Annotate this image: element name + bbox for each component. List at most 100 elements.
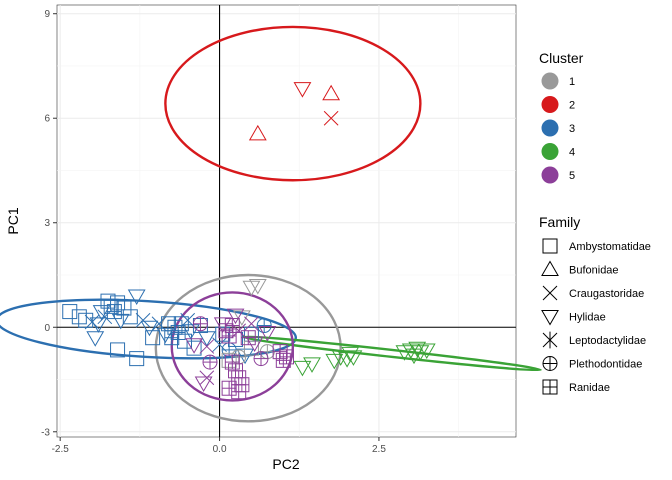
- point-craugastoridae-c5: [199, 339, 215, 354]
- legend-key-triangle-down-icon: [541, 310, 559, 326]
- point-hylidae-c5: [194, 376, 213, 393]
- point-hylidae-c3: [236, 348, 254, 365]
- point-ranidae-c5: [279, 349, 294, 365]
- point-craugastoridae-c5: [244, 316, 259, 332]
- point-ranidae-c3: [106, 304, 122, 320]
- point-hylidae-c5: [226, 308, 245, 325]
- plot-panel: [56, 4, 517, 438]
- point-hylidae-c4: [411, 345, 430, 361]
- point-ambystomatidae-c3: [173, 316, 189, 332]
- legend-label-cluster: 4: [569, 147, 575, 159]
- point-hylidae-c3: [127, 289, 146, 305]
- legend-key-cluster-2: [541, 96, 559, 113]
- point-ambystomatidae-c3: [215, 326, 231, 342]
- point-ranidae-c5: [231, 384, 247, 400]
- legend-label-cluster: 2: [569, 100, 575, 112]
- legend-label-cluster: 5: [569, 170, 575, 182]
- point-ambystomatidae-c3: [129, 351, 145, 367]
- point-ambystomatidae-c3: [100, 293, 116, 309]
- legend: Cluster Family 1 2 3 4 5 Ambystomatidae Bufoni…: [539, 50, 651, 395]
- point-hylidae-c5: [245, 336, 264, 352]
- point-hylidae-c3: [89, 317, 108, 333]
- legend-key-circle-plus-icon: [542, 356, 558, 371]
- legend-label-family: Hylidae: [569, 312, 606, 324]
- y-tick-label: -3: [41, 427, 50, 438]
- legend-key-asterisk-icon: [542, 331, 558, 349]
- point-hylidae-c2: [293, 82, 312, 98]
- point-ambystomatidae-c3: [78, 312, 94, 328]
- point-ambystomatidae-c3: [167, 319, 183, 335]
- point-hylidae-c4: [341, 346, 360, 363]
- point-ambystomatidae-c1: [221, 352, 237, 368]
- point-hylidae-c3: [92, 305, 111, 321]
- legend-title-family: Family: [539, 214, 580, 230]
- point-ranidae-c3: [164, 330, 180, 346]
- point-ambystomatidae-c3: [116, 300, 132, 316]
- legend-key-cluster-4: [541, 143, 559, 160]
- y-tick-label: 9: [44, 9, 50, 20]
- x-axis-title: PC2: [272, 456, 299, 472]
- ellipse-cluster-2: [164, 25, 422, 182]
- legend-key-cluster-5: [541, 166, 559, 184]
- legend-label-family: Ranidae: [569, 382, 610, 394]
- y-tick-label: 3: [44, 218, 50, 229]
- legend-key-triangle-up-icon: [541, 260, 559, 276]
- point-hylidae-c5: [185, 338, 203, 354]
- point-bufonidae-c2: [322, 84, 341, 101]
- legend-key-x-icon: [542, 285, 558, 301]
- x-tick-label: -2.5: [52, 444, 70, 455]
- point-hylidae-c4: [417, 343, 436, 359]
- point-ranidae-c5: [218, 323, 234, 339]
- point-hylidae-c3: [86, 331, 105, 347]
- point-hylidae-c4: [293, 360, 312, 377]
- point-craugastoridae-c3: [135, 312, 151, 328]
- legend-key-square-icon: [542, 238, 558, 254]
- point-ranidae-c3: [170, 324, 186, 340]
- point-hylidae-c4: [344, 350, 363, 366]
- legend-label-cluster: 1: [569, 76, 575, 88]
- point-ranidae-c5: [224, 354, 240, 370]
- point-plethodontidae-c3: [256, 318, 272, 334]
- legend-title-cluster: Cluster: [539, 50, 584, 66]
- point-bufonidae-c2: [248, 124, 267, 141]
- cluster-ellipses: [0, 25, 542, 423]
- point-hylidae-c3: [197, 331, 216, 347]
- point-ranidae-c5: [221, 380, 237, 396]
- y-axis-title: PC1: [5, 207, 21, 234]
- point-hylidae-c4: [303, 357, 321, 373]
- y-tick-label: 6: [44, 114, 50, 125]
- point-ambystomatidae-c3: [110, 342, 126, 358]
- legend-label-family: Ambystomatidae: [569, 241, 651, 253]
- ellipse-cluster-5: [170, 291, 295, 402]
- point-ambystomatidae-c3: [122, 309, 138, 325]
- legend-label-family: Bufonidae: [569, 265, 619, 277]
- point-plethodontidae-c5: [253, 351, 269, 367]
- legend-label-family: Plethodontidae: [569, 359, 642, 371]
- point-hylidae-c3: [111, 313, 130, 330]
- y-tick-label: 0: [44, 323, 50, 334]
- point-ambystomatidae-c3: [62, 304, 78, 320]
- point-ranidae-c5: [240, 330, 256, 346]
- point-craugastoridae-c3: [97, 309, 113, 325]
- point-ranidae-c5: [272, 344, 288, 360]
- point-hylidae-c5: [258, 326, 277, 342]
- point-craugastoridae-c5: [231, 323, 247, 339]
- x-tick-label: 2.5: [372, 444, 386, 455]
- point-ranidae-c5: [275, 352, 291, 368]
- legend-key-cluster-1: [541, 72, 559, 90]
- legend-label-family: Leptodactylidae: [569, 335, 646, 347]
- x-tick-label: 0.0: [213, 444, 227, 455]
- point-hylidae-c3: [181, 324, 200, 340]
- legend-label-family: Craugastoridae: [569, 288, 644, 300]
- point-hylidae-c1: [242, 280, 261, 297]
- point-ambystomatidae-c3: [110, 295, 126, 311]
- point-craugastoridae-c5: [199, 370, 215, 386]
- point-hylidae-c4: [331, 350, 350, 366]
- point-craugastoridae-c3: [212, 337, 227, 353]
- point-plethodontidae-c5: [192, 316, 208, 332]
- axis-ticks: -2.5 0.0 2.5 -3 0 3 6 9: [41, 9, 386, 455]
- ellipse-cluster-1: [154, 273, 342, 423]
- legend-key-cluster-3: [541, 119, 559, 137]
- legend-label-cluster: 3: [569, 123, 575, 135]
